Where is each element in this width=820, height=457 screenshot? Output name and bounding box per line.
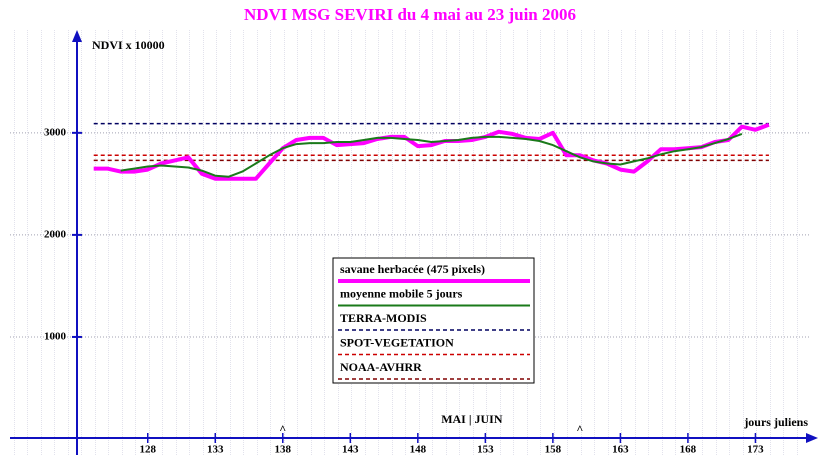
legend-label: moyenne mobile 5 jours xyxy=(340,286,463,300)
annotation: ^ xyxy=(576,422,583,436)
x-axis-arrow xyxy=(806,433,818,443)
minor-grid xyxy=(10,30,810,455)
y-tick-label: 3000 xyxy=(44,126,67,138)
legend-label: SPOT-VEGETATION xyxy=(340,335,454,349)
x-tick-label: 158 xyxy=(545,444,562,456)
y-tick-label: 2000 xyxy=(44,228,67,240)
x-tick-label: 138 xyxy=(275,444,292,456)
x-axis-label: jours juliens xyxy=(743,415,808,429)
series-line xyxy=(120,132,743,178)
x-tick-label: 148 xyxy=(410,444,427,456)
x-tick-label: 153 xyxy=(477,444,494,456)
x-tick-label: 143 xyxy=(342,444,359,456)
legend-label: TERRA-MODIS xyxy=(340,311,427,325)
legend: savane herbacée (475 pixels) moyenne mobi… xyxy=(332,257,535,384)
axes xyxy=(10,30,818,455)
x-tick-label: 128 xyxy=(139,444,156,456)
y-axis-label: NDVI x 10000 xyxy=(92,38,165,52)
y-tick-label: 1000 xyxy=(44,330,67,342)
legend-box xyxy=(332,257,535,384)
x-tick-label: 163 xyxy=(612,444,629,456)
annotation: MAI | JUIN xyxy=(441,412,503,426)
annotation: ^ xyxy=(279,422,286,436)
chart-title: NDVI MSG SEVIRI du 4 mai au 23 juin 2006 xyxy=(244,5,576,24)
x-tick-label: 168 xyxy=(680,444,697,456)
legend-label: savane herbacée (475 pixels) xyxy=(340,262,485,276)
y-axis-arrow xyxy=(72,30,82,42)
series-line xyxy=(93,122,770,181)
x-tick-label: 133 xyxy=(207,444,224,456)
legend-label: NOAA-AVHRR xyxy=(340,360,422,374)
x-tick-label: 173 xyxy=(747,444,764,456)
